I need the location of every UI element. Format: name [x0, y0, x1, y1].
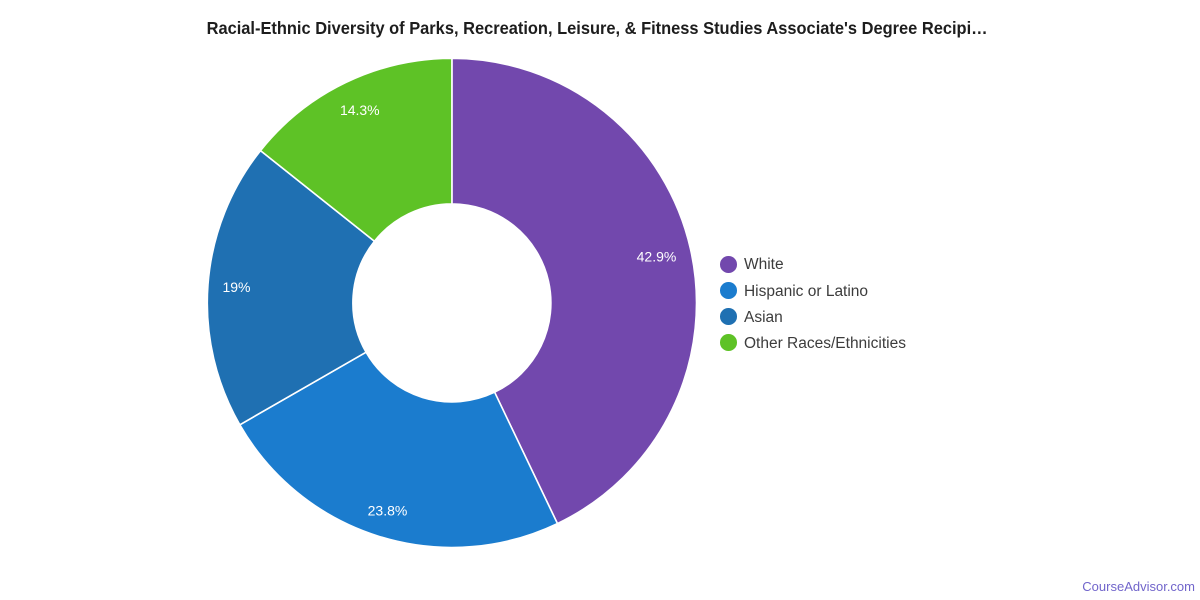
svg-text:19%: 19%	[222, 279, 250, 295]
svg-text:14.3%: 14.3%	[340, 102, 380, 118]
svg-text:23.8%: 23.8%	[368, 502, 408, 518]
svg-text:42.9%: 42.9%	[637, 249, 677, 265]
